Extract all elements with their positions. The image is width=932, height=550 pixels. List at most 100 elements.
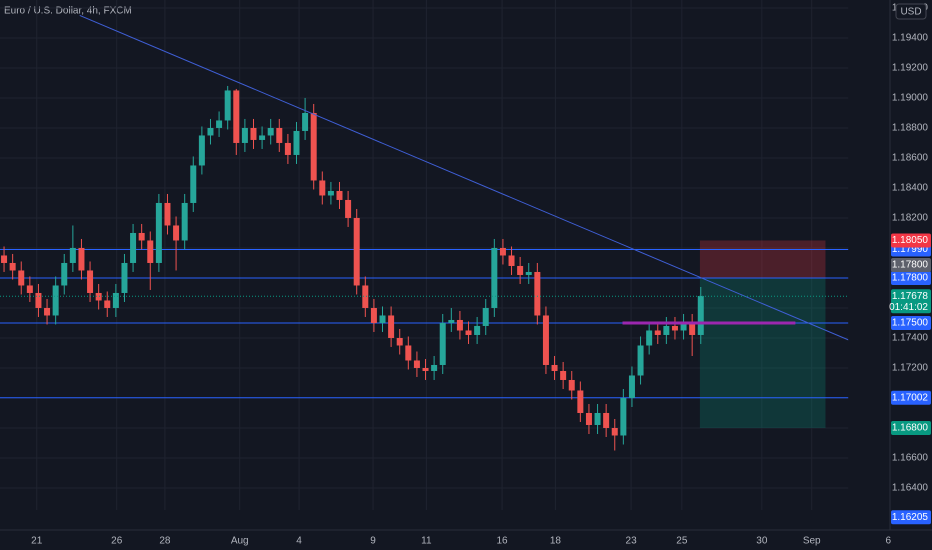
candle-body [276,128,282,143]
candle-body [646,330,652,345]
candle-body [18,270,24,285]
candle-body [620,398,626,436]
x-tick-label: 6 [885,536,891,547]
level-label-box [891,270,931,285]
entry-label-box [891,257,931,272]
y-tick-label: 1.18800 [892,123,929,134]
y-tick-label: 1.18600 [892,153,929,164]
candle-body [70,248,76,263]
candle-body [362,285,368,308]
candle-body [397,338,403,346]
x-tick-label: Sep [803,536,821,547]
candle-body [388,315,394,338]
chart-title: Euro / U.S. Dollar, 4h, FXCM [4,6,132,17]
level-label-box [891,315,931,330]
x-tick-label: 30 [756,536,768,547]
candle-body [130,233,136,263]
candle-body [96,293,102,301]
x-tick-label: Aug [231,536,249,547]
level-label: 1.16205 [892,512,929,523]
candle-body [61,263,67,286]
candle-body [1,255,7,263]
x-tick-label: 25 [676,536,688,547]
target-label: 1.16800 [892,423,929,434]
y-tick-label: 1.19000 [892,93,929,104]
candle-body [689,323,695,335]
candle-body [629,375,635,398]
currency-label: USD [900,7,921,18]
candle-body [259,135,265,140]
level-label: 1.17990 [892,244,929,255]
candle-body [35,293,41,308]
candle-body [311,113,317,181]
x-tick-label: 28 [159,536,171,547]
y-tick-label: 1.18200 [892,213,929,224]
x-tick-label: 4 [296,536,302,547]
currency-badge [895,3,927,20]
target-zone [700,278,826,428]
candle-body [517,266,523,275]
x-tick-label: 21 [31,536,43,547]
candle-body [87,270,93,293]
candle-body [121,263,127,293]
x-tick-label: 23 [626,536,638,547]
candle-body [199,135,205,165]
candle-body [104,300,110,308]
y-tick-label: 1.16400 [892,483,929,494]
candle-body [27,285,33,293]
x-tick-label: 11 [421,536,432,547]
candle-body [440,323,446,365]
candle-body [216,120,222,128]
stop-zone [700,240,826,278]
candle-body [577,390,583,413]
candle-body [543,315,549,365]
candle-body [534,272,540,316]
candle-body [655,330,661,335]
candle-body [354,218,360,286]
candle-body [586,413,592,425]
candle-body [414,360,420,368]
candle-body [491,248,497,308]
y-tick-label: 1.19400 [892,33,929,44]
stop-label-box [891,233,931,248]
candle-body [509,255,515,266]
x-tick-label: 26 [111,536,123,547]
level-label-box [891,390,931,405]
stop-label: 1.18050 [892,235,929,246]
y-tick-label: 1.18400 [892,183,929,194]
target-label-box [891,420,931,435]
candle-body [526,272,532,275]
candle-body [173,225,179,240]
y-tick-label: 1.16600 [892,453,929,464]
last-price-label: 1.17678 [892,291,929,302]
candle-body [139,233,145,241]
candle-body [500,248,506,256]
candle-body [113,293,119,308]
candle-body [698,296,704,335]
candle-body [663,326,669,335]
candle-body [603,413,609,428]
candle-body [638,345,644,375]
candle-body [474,326,480,335]
candle-body [233,90,239,143]
candle-body [182,203,188,241]
candle-body [380,315,386,323]
candle-body [423,368,429,371]
candle-body [156,203,162,263]
candle-body [78,248,84,271]
candle-body [242,128,248,143]
last-price-box [891,289,931,314]
candle-body [672,326,678,331]
candle-body [268,128,274,136]
candle-body [302,113,308,131]
entry-label: 1.17800 [892,260,929,271]
candle-body [164,203,170,226]
candle-body [10,263,16,271]
level-label: 1.17500 [892,318,929,329]
candle-body [285,143,291,155]
candle-body [225,90,231,120]
y-tick-label: 1.19200 [892,63,929,74]
candle-body [448,320,454,323]
